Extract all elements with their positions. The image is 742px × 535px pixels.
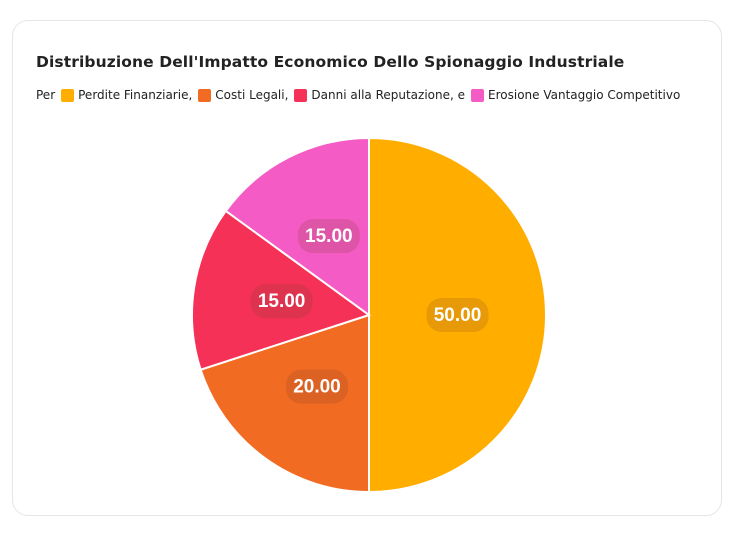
legend-label-perdite-finanziarie: Perdite Finanziarie, <box>78 88 193 102</box>
legend-label-erosione-vantaggio: Erosione Vantaggio Competitivo <box>488 88 681 102</box>
pie-slice-costi-legali[interactable] <box>199 313 370 494</box>
pie-label-perdite-finanziarie: 50.00 <box>434 305 482 326</box>
pie-label-bg-danni-reputazione <box>250 284 313 319</box>
pie-chart: 50.00 20.00 15.00 15.00 <box>191 136 547 494</box>
legend-label-danni-reputazione: Danni alla Reputazione, e <box>311 88 466 102</box>
pie-slice-danni-reputazione[interactable] <box>191 209 372 371</box>
pie-slice-perdite-finanziarie[interactable] <box>368 136 547 494</box>
legend-item-costi-legali[interactable]: Costi Legali, <box>198 88 288 102</box>
pie-slice-erosione-vantaggio[interactable] <box>224 136 370 317</box>
legend-item-perdite-finanziarie[interactable]: Perdite Finanziarie, <box>61 88 192 102</box>
legend-item-erosione-vantaggio[interactable]: Erosione Vantaggio Competitivo <box>471 88 680 102</box>
legend-item-danni-reputazione[interactable]: Danni alla Reputazione, e <box>294 88 465 102</box>
legend-swatch-erosione-vantaggio <box>471 88 485 102</box>
pie-label-bg-perdite-finanziarie <box>426 298 489 332</box>
pie-label-erosione-vantaggio: 15.00 <box>305 226 353 247</box>
legend-swatch-danni-reputazione <box>294 88 308 102</box>
pie-label-bg-erosione-vantaggio <box>297 219 360 254</box>
chart-legend: Per Perdite Finanziarie, Costi Legali, D… <box>36 88 686 102</box>
chart-title: Distribuzione Dell'Impatto Economico Del… <box>36 53 625 71</box>
pie-label-bg-costi-legali <box>285 369 348 404</box>
pie-label-costi-legali: 20.00 <box>293 377 341 398</box>
chart-card: Distribuzione Dell'Impatto Economico Del… <box>12 20 722 516</box>
legend-swatch-perdite-finanziarie <box>61 88 75 102</box>
legend-label-costi-legali: Costi Legali, <box>215 88 289 102</box>
legend-prefix: Per <box>36 88 56 102</box>
legend-swatch-costi-legali <box>198 88 212 102</box>
pie-label-danni-reputazione: 15.00 <box>258 291 306 312</box>
